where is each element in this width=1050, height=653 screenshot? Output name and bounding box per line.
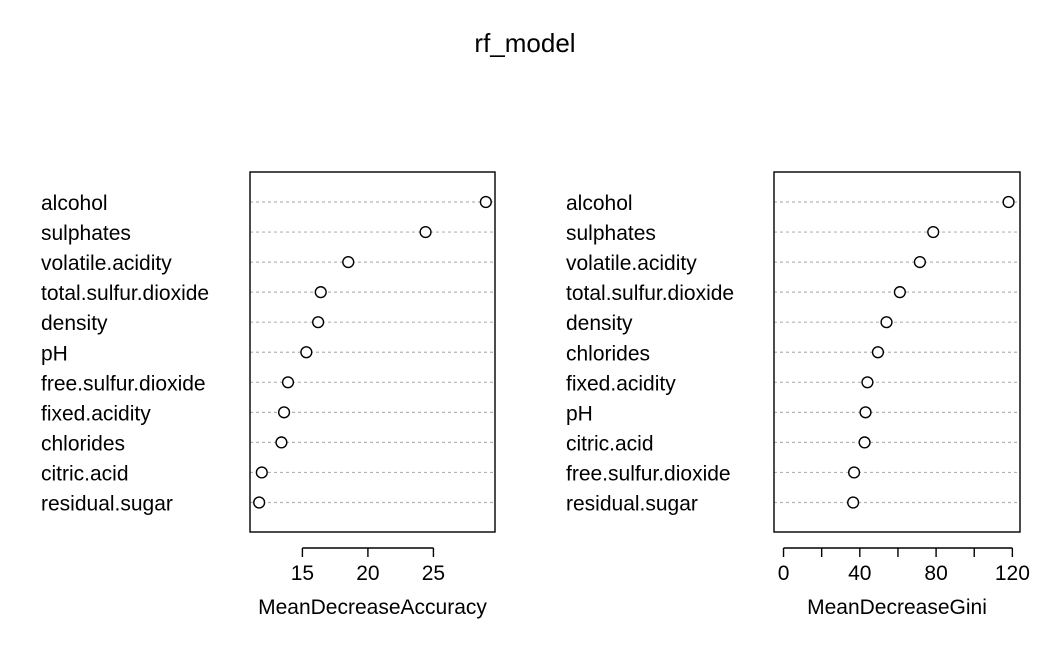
chart-title: rf_model — [474, 28, 575, 58]
data-point — [342, 256, 355, 269]
category-label: fixed.acidity — [41, 402, 151, 425]
category-label: pH — [41, 342, 68, 365]
data-point — [314, 286, 327, 299]
data-point — [880, 316, 893, 329]
category-label: free.sulfur.dioxide — [566, 462, 731, 485]
data-point — [927, 225, 940, 239]
data-point — [1002, 195, 1015, 209]
data-point — [858, 436, 871, 449]
data-point — [419, 225, 432, 239]
data-point — [277, 406, 291, 419]
data-point — [871, 346, 885, 359]
category-label: alcohol — [566, 192, 633, 215]
x-tick-label: 40 — [848, 562, 871, 585]
data-point — [479, 195, 492, 209]
dotchart-panel-2: alcohol sulphates volatile.acidity total.su… — [566, 171, 1030, 619]
category-label: volatile.acidity — [41, 252, 172, 275]
category-label: density — [41, 312, 108, 335]
x-tick-label: 20 — [356, 562, 379, 585]
data-point — [300, 346, 313, 359]
data-point — [847, 496, 860, 509]
x-axis-label: MeanDecreaseAccuracy — [258, 596, 487, 619]
category-label: sulphates — [41, 222, 131, 245]
data-point — [275, 436, 288, 449]
category-label: citric.acid — [41, 462, 129, 485]
plot-frame — [249, 171, 496, 533]
category-label: total.sulfur.dioxide — [41, 282, 209, 305]
category-label: alcohol — [41, 192, 108, 215]
x-axis-label: MeanDecreaseGini — [807, 596, 987, 619]
category-label: citric.acid — [566, 432, 654, 455]
category-label: total.sulfur.dioxide — [566, 282, 734, 305]
category-label: residual.sugar — [566, 493, 698, 516]
data-point — [253, 496, 266, 509]
data-point — [847, 466, 861, 479]
data-point — [255, 466, 268, 479]
plot-frame — [773, 171, 1021, 533]
dotchart-panel-1: alcohol sulphates volatile.acidity total.su… — [41, 171, 496, 619]
x-tick-label: 80 — [924, 562, 947, 585]
data-point — [861, 376, 874, 389]
category-label: free.sulfur.dioxide — [41, 372, 206, 395]
data-point — [312, 316, 325, 329]
x-tick-label: 0 — [778, 562, 790, 585]
x-tick-label: 15 — [291, 562, 314, 585]
category-label: sulphates — [566, 222, 656, 245]
category-label: chlorides — [566, 342, 650, 365]
data-point — [893, 286, 906, 299]
category-label: chlorides — [41, 432, 125, 455]
category-label: density — [566, 312, 633, 335]
category-label: volatile.acidity — [566, 252, 697, 275]
data-point — [859, 406, 872, 419]
category-label: pH — [566, 402, 593, 425]
category-label: residual.sugar — [41, 493, 173, 516]
data-point — [281, 376, 295, 389]
category-label: fixed.acidity — [566, 372, 676, 395]
x-tick-label: 120 — [995, 562, 1030, 585]
data-point — [913, 256, 926, 269]
x-tick-label: 25 — [422, 562, 445, 585]
